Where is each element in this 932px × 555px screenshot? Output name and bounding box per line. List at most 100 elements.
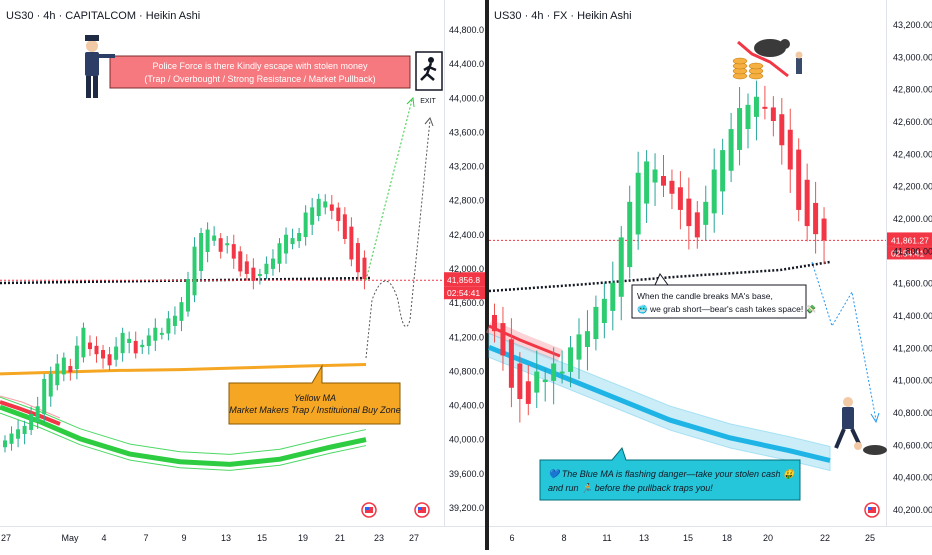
right-candle xyxy=(584,331,590,348)
left-x-tick-label: 21 xyxy=(335,533,345,543)
right-candle xyxy=(508,339,514,388)
break-ma-callout-line2: 🥶 we grab short—bear's cash takes space!… xyxy=(637,304,817,315)
right-candle xyxy=(551,363,557,381)
right-candle xyxy=(534,371,540,393)
left-candle xyxy=(101,350,106,359)
right-x-tick-label: 13 xyxy=(639,533,649,543)
right-blue-projection-arrow xyxy=(870,412,880,424)
police-callout-line1: Police Force is there Kindly escape with… xyxy=(152,61,368,71)
left-green-ma-lower xyxy=(0,412,367,471)
right-y-tick-label: 41,600.00 xyxy=(893,279,932,289)
right-x-tick-label: 8 xyxy=(561,533,566,543)
right-blue-projection xyxy=(811,261,877,421)
right-candle xyxy=(677,187,683,210)
left-candle xyxy=(107,354,112,366)
left-x-tick-label: 15 xyxy=(257,533,267,543)
police-officer-illustration xyxy=(85,35,115,98)
left-x-tick-label: 23 xyxy=(374,533,384,543)
right-candle xyxy=(576,334,582,360)
right-price-label-box xyxy=(887,232,932,247)
right-candle xyxy=(762,106,768,109)
yellow-ma-callout xyxy=(228,364,401,425)
right-red-ma xyxy=(488,324,561,358)
left-y-tick-label: 44,800.0 xyxy=(449,25,484,35)
right-y-tick-label: 41,800.00 xyxy=(893,246,932,256)
us-flag-event-icon[interactable] xyxy=(414,502,430,518)
right-candle xyxy=(737,108,743,150)
right-candle xyxy=(618,237,624,297)
left-candle xyxy=(61,357,66,375)
left-candle xyxy=(29,413,34,430)
left-yellow-ma xyxy=(0,362,367,376)
left-y-tick-label: 42,000.0 xyxy=(449,264,484,274)
left-candle xyxy=(68,366,73,373)
police-arrest-illustration xyxy=(834,397,887,455)
us-flag-event-icon[interactable] xyxy=(864,502,880,518)
left-y-tick-label: 44,000.0 xyxy=(449,93,484,103)
right-y-tick-label: 40,400.00 xyxy=(893,473,932,483)
right-candle xyxy=(635,172,641,235)
left-candle xyxy=(277,243,282,264)
right-blue-ma-band xyxy=(488,332,831,472)
right-chart-title: US30 · 4h · FX · Heikin Ashi xyxy=(494,10,632,22)
left-candle xyxy=(323,201,328,208)
break-ma-callout-line1: When the candle breaks MA's base, xyxy=(637,291,773,301)
blue-ma-callout-line2: and run 🏃 before the pullback traps you! xyxy=(548,482,713,493)
left-candle xyxy=(284,234,289,254)
left-candle xyxy=(127,338,132,344)
right-y-tick-label: 42,400.00 xyxy=(893,149,932,159)
exit-sign-icon xyxy=(415,51,443,91)
right-candle xyxy=(821,218,827,241)
left-candle xyxy=(159,332,164,335)
left-x-tick-label: 9 xyxy=(181,533,186,543)
left-candle xyxy=(35,406,40,422)
right-candle xyxy=(568,347,574,372)
left-candle xyxy=(316,198,321,217)
right-candle xyxy=(593,306,599,340)
right-candle xyxy=(787,129,793,170)
left-candle xyxy=(3,440,7,448)
right-y-tick-label: 42,000.00 xyxy=(893,214,932,224)
right-blue-ma xyxy=(488,345,831,463)
left-candle xyxy=(297,233,302,242)
left-candle xyxy=(192,246,197,296)
left-chart-title: US30 · 4h · CAPITALCOM · Heikin Ashi xyxy=(6,10,200,22)
left-candle xyxy=(55,363,60,386)
left-green-projection-arrow xyxy=(406,96,415,108)
left-y-tick-label: 43,200.0 xyxy=(449,162,484,172)
right-candle xyxy=(686,198,692,227)
right-candle xyxy=(813,202,819,235)
right-y-tick-label: 41,200.00 xyxy=(893,343,932,353)
left-candle xyxy=(264,263,269,275)
right-x-tick-label: 15 xyxy=(683,533,693,543)
right-x-tick-label: 22 xyxy=(820,533,830,543)
right-x-tick-label: 20 xyxy=(763,533,773,543)
left-candle xyxy=(362,257,367,280)
left-price-label-box xyxy=(444,272,485,287)
left-y-tick-label: 40,400.0 xyxy=(449,401,484,411)
left-red-ma xyxy=(0,400,61,426)
left-candle xyxy=(74,345,79,370)
left-price-label: 41,856.8 xyxy=(447,275,480,285)
right-candle xyxy=(652,169,658,183)
left-red-ma-band xyxy=(0,395,61,419)
left-candle xyxy=(329,204,334,211)
left-candle xyxy=(9,433,14,444)
right-y-tick-label: 42,800.00 xyxy=(893,85,932,95)
left-candle xyxy=(120,332,125,354)
left-candle xyxy=(146,335,151,346)
us-flag-event-icon[interactable] xyxy=(361,502,377,518)
right-candle xyxy=(745,104,751,129)
right-candle xyxy=(804,179,810,227)
right-countdown-box xyxy=(887,246,932,260)
right-candle xyxy=(703,201,709,225)
left-x-tick-label: May xyxy=(61,533,79,543)
right-candle xyxy=(779,114,785,146)
right-y-tick-label: 41,000.00 xyxy=(893,376,932,386)
left-candle xyxy=(290,238,295,245)
left-y-tick-label: 44,400.0 xyxy=(449,59,484,69)
left-candle xyxy=(42,378,47,415)
left-candle xyxy=(153,327,158,341)
left-candle xyxy=(94,345,99,355)
right-y-tick-label: 42,600.00 xyxy=(893,117,932,127)
